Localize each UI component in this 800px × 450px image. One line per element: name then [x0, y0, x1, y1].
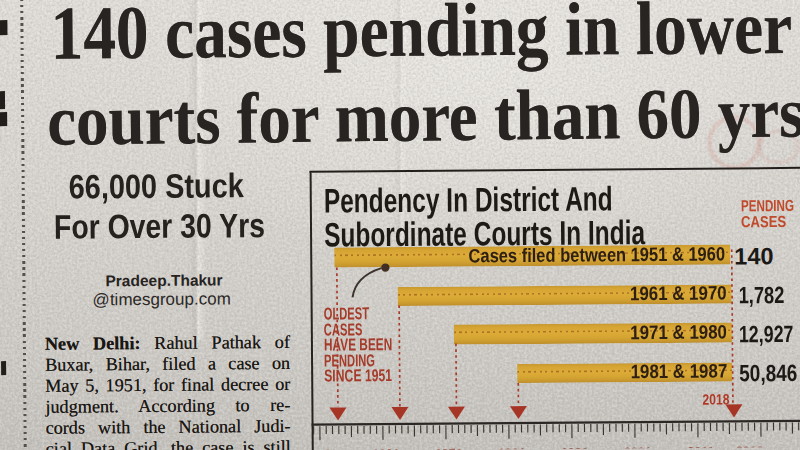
- svg-text:1971: 1971: [435, 447, 463, 450]
